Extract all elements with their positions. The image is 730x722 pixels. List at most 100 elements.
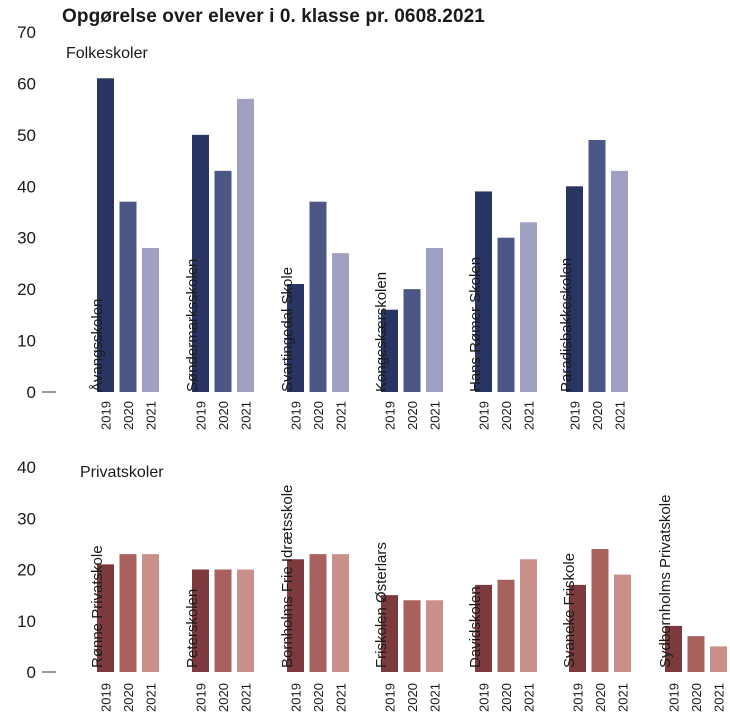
privat-year-label: 2020: [499, 683, 514, 712]
privat-bar: [192, 569, 209, 672]
privat-y-tick-label: 40: [17, 458, 36, 477]
folke-y-tick-label: 40: [17, 177, 36, 196]
privat-bar: [687, 636, 705, 672]
folke-bar: [237, 98, 254, 392]
privat-year-label: 2020: [311, 683, 326, 712]
folke-section-label: Folkeskoler: [66, 45, 148, 62]
folke-year-label: 2021: [334, 401, 349, 430]
privat-bar: [237, 569, 254, 672]
folke-y-tick-label: 70: [17, 23, 36, 42]
privat-bar: [214, 569, 232, 672]
privat-category-label: Sydbornholms Privatskole: [657, 495, 674, 668]
folke-year-label: 2021: [144, 401, 159, 430]
privat-category-label: Peterskolen: [184, 589, 201, 668]
folke-bar: [309, 201, 327, 392]
folke-bar: [497, 237, 515, 392]
folke-year-label: 2019: [99, 401, 114, 430]
folke-year-label: 2020: [499, 401, 514, 430]
privat-y-tick-label: 20: [17, 561, 36, 580]
privat-year-label: 2020: [121, 683, 136, 712]
folke-category-label: Kongeskærskolen: [373, 272, 390, 392]
folke-year-label: 2021: [239, 401, 254, 430]
folke-year-label: 2019: [477, 401, 492, 430]
privat-bar: [332, 554, 349, 672]
privat-category-label: Friskolen Østerlars: [373, 542, 390, 668]
privat-bar: [287, 559, 304, 672]
folke-bar: [588, 140, 606, 392]
privat-year-label: 2021: [428, 683, 443, 712]
privat-bar: [475, 584, 492, 672]
folke-year-label: 2019: [383, 401, 398, 430]
folke-year-label: 2019: [289, 401, 304, 430]
privat-bar: [309, 554, 327, 672]
folke-y-tick-label: 50: [17, 126, 36, 145]
privat-year-label: 2019: [289, 683, 304, 712]
privat-year-label: 2021: [239, 683, 254, 712]
privat-y-tick-label: 0: [27, 663, 36, 682]
folke-year-label: 2021: [522, 401, 537, 430]
privat-bar: [569, 584, 586, 672]
privat-y-tick-label: 10: [17, 612, 36, 631]
folke-year-label: 2021: [428, 401, 443, 430]
folke-year-label: 2019: [568, 401, 583, 430]
folke-y-tick-label: 30: [17, 229, 36, 248]
privat-bar: [710, 646, 727, 672]
folke-bar: [381, 309, 398, 392]
privat-bar: [381, 595, 398, 672]
privat-year-label: 2019: [194, 683, 209, 712]
privat-year-label: 2020: [689, 683, 704, 712]
privat-year-label: 2019: [383, 683, 398, 712]
privat-year-label: 2021: [522, 683, 537, 712]
folke-bar: [332, 253, 349, 392]
privat-year-label: 2019: [477, 683, 492, 712]
folke-category-label: Søndermarksskolen: [184, 259, 201, 392]
folke-year-label: 2020: [121, 401, 136, 430]
privat-year-label: 2021: [616, 683, 631, 712]
privat-year-label: 2020: [216, 683, 231, 712]
folke-bar: [142, 248, 159, 392]
privat-section-label: Privatskoler: [80, 464, 164, 481]
folke-bar: [520, 222, 537, 392]
folke-bar: [287, 284, 304, 392]
folke-bar: [119, 201, 137, 392]
folke-year-label: 2020: [405, 401, 420, 430]
folke-bar: [214, 170, 232, 392]
folke-category-label: Paradisbakkeskolen: [558, 258, 575, 392]
folke-y-tick-label: 20: [17, 280, 36, 299]
folke-year-label: 2020: [216, 401, 231, 430]
privat-bar: [591, 549, 609, 672]
privat-year-label: 2019: [99, 683, 114, 712]
folke-year-label: 2020: [311, 401, 326, 430]
privat-year-label: 2020: [593, 683, 608, 712]
privat-y-tick-label: 30: [17, 509, 36, 528]
privat-year-label: 2019: [571, 683, 586, 712]
privat-bar: [97, 564, 114, 672]
privat-year-label: 2019: [667, 683, 682, 712]
privat-bar: [426, 600, 443, 672]
privat-bar: [142, 554, 159, 672]
folke-bar: [566, 186, 583, 392]
folke-year-label: 2019: [194, 401, 209, 430]
folke-bar: [403, 289, 421, 392]
folke-y-tick-label: 60: [17, 74, 36, 93]
folke-bar: [475, 191, 492, 392]
privat-bar: [614, 574, 631, 672]
folke-category-label: Åvangsskolen: [89, 299, 106, 392]
privat-year-label: 2021: [144, 683, 159, 712]
folke-bar: [192, 134, 209, 392]
folke-bar: [426, 248, 443, 392]
privat-year-label: 2021: [334, 683, 349, 712]
folke-y-tick-label: 0: [27, 383, 36, 402]
privat-bar: [665, 625, 682, 672]
privat-year-label: 2021: [712, 683, 727, 712]
privat-bar: [520, 559, 537, 672]
folke-bar: [611, 170, 628, 392]
privat-year-label: 2020: [405, 683, 420, 712]
chart-title: Opgørelse over elever i 0. klasse pr. 06…: [62, 6, 485, 27]
privat-bar: [497, 579, 515, 672]
privat-bar: [119, 554, 137, 672]
folke-category-label: Svartingedal Skole: [279, 267, 296, 392]
folke-category-label: Hans Rømer Skolen: [467, 257, 484, 392]
